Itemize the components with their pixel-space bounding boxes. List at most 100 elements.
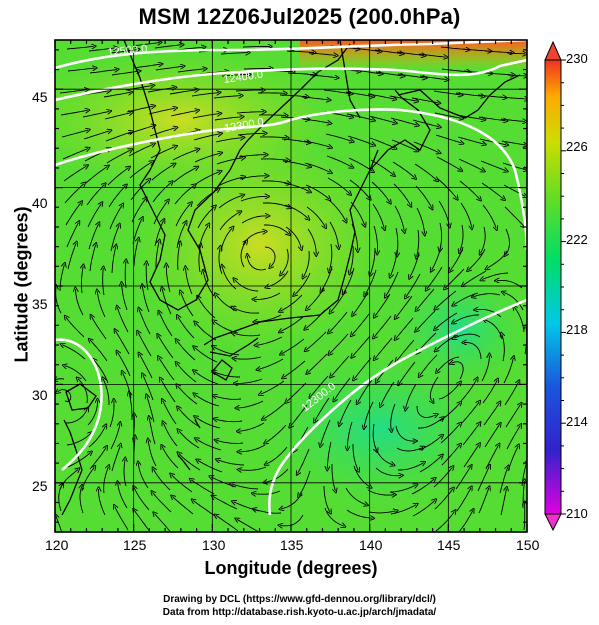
- colorbar-label: 218: [566, 322, 588, 337]
- wind-streamline: [178, 317, 195, 339]
- wind-streamline: [506, 426, 520, 450]
- wind-streamline: [60, 110, 88, 116]
- wind-streamline: [439, 403, 460, 422]
- wind-streamline: [345, 487, 366, 505]
- wind-streamline: [329, 311, 348, 332]
- wind-streamline: [78, 379, 88, 404]
- wind-streamline: [308, 353, 328, 373]
- wind-streamline: [303, 140, 330, 147]
- wind-streamline: [481, 226, 486, 253]
- wind-streamline: [85, 167, 107, 184]
- wind-streamline: [132, 43, 160, 47]
- wind-streamline: [109, 205, 122, 230]
- wind-streamline: [482, 204, 496, 228]
- wind-streamline: [237, 400, 264, 408]
- wind-streamline: [373, 225, 378, 253]
- wind-streamline: [214, 117, 242, 121]
- wind-streamline: [127, 126, 154, 135]
- wind-streamline: [367, 93, 395, 99]
- wind-streamline: [414, 163, 437, 180]
- wind-streamline: [152, 182, 171, 203]
- wind-streamline: [462, 424, 480, 446]
- x-tick-label: 145: [437, 537, 461, 553]
- wind-streamline: [56, 516, 63, 532]
- wind-streamline: [436, 290, 457, 309]
- wind-streamline: [327, 441, 332, 469]
- wind-streamline: [147, 88, 175, 93]
- wind-streamline: [286, 51, 314, 53]
- wind-streamline: [65, 203, 81, 226]
- wind-streamline: [420, 354, 438, 376]
- wind-streamline: [64, 184, 84, 204]
- wind-streamline: [89, 70, 117, 74]
- wind-streamline: [285, 226, 301, 248]
- wind-streamline: [391, 139, 417, 151]
- wind-streamline: [375, 71, 403, 76]
- wind-streamline: [124, 459, 126, 487]
- wind-streamline: [158, 336, 174, 359]
- wind-streamline: [103, 92, 131, 98]
- wind-streamline: [108, 186, 126, 208]
- wind-streamline: [411, 479, 434, 495]
- wind-streamline: [365, 269, 377, 295]
- wind-streamline: [259, 137, 287, 138]
- wind-streamline: [484, 424, 500, 448]
- colorbar-label: 214: [566, 414, 588, 429]
- wind-streamline: [175, 204, 191, 227]
- wind-streamline: [198, 297, 216, 319]
- wind-streamline: [111, 445, 120, 472]
- wind-streamline: [155, 66, 183, 71]
- wind-streamline: [267, 270, 289, 287]
- wind-streamline: [81, 266, 83, 294]
- wind-streamline: [325, 133, 352, 141]
- wind-streamline: [412, 500, 435, 517]
- wind-streamline: [219, 248, 222, 275]
- wind-streamline: [327, 177, 350, 194]
- wind-streamline: [147, 396, 155, 423]
- wind-streamline: [236, 112, 264, 113]
- wind-streamline: [464, 342, 482, 360]
- wind-streamline: [219, 212, 240, 231]
- wind-streamline: [461, 402, 479, 424]
- wind-streamline: [128, 144, 153, 157]
- wind-streamline: [375, 293, 391, 316]
- wind-streamline: [396, 227, 398, 255]
- wind-streamline: [321, 265, 333, 291]
- wind-streamline: [419, 456, 442, 473]
- colorbar: [544, 40, 566, 532]
- wind-streamline: [350, 245, 354, 273]
- wind-streamline: [266, 446, 288, 464]
- wind-streamline: [330, 333, 349, 354]
- wind-streamline: [172, 149, 198, 161]
- wind-streamline: [132, 219, 142, 245]
- wind-streamline: [87, 204, 101, 228]
- wind-streamline: [398, 463, 424, 471]
- wind-streamline: [261, 181, 289, 184]
- wind-streamline: [331, 355, 350, 376]
- wind-streamline: [295, 272, 311, 295]
- wind-streamline: [193, 500, 216, 517]
- wind-streamline: [506, 53, 525, 54]
- wind-streamline: [374, 445, 393, 465]
- wind-streamline: [97, 291, 106, 318]
- wind-streamline: [178, 408, 199, 427]
- wind-streamline: [504, 206, 524, 226]
- wind-streamline: [215, 419, 243, 422]
- wind-streamline: [416, 405, 436, 417]
- wind-streamline: [179, 431, 200, 449]
- wind-streamline: [346, 113, 373, 120]
- wind-streamline: [196, 439, 222, 451]
- wind-streamline: [305, 184, 329, 199]
- wind-streamline: [417, 229, 419, 257]
- wind-streamline: [256, 336, 283, 345]
- wind-streamline: [59, 90, 87, 94]
- wind-streamline: [262, 202, 289, 208]
- x-tick-label: 120: [45, 537, 69, 553]
- wind-streamline: [133, 64, 161, 69]
- wind-streamline: [139, 309, 151, 335]
- y-axis-title: Latitude (degrees): [11, 206, 32, 363]
- wind-streamline: [80, 487, 83, 514]
- wind-streamline: [166, 265, 171, 293]
- wind-streamline: [241, 216, 268, 224]
- wind-streamline: [450, 246, 464, 271]
